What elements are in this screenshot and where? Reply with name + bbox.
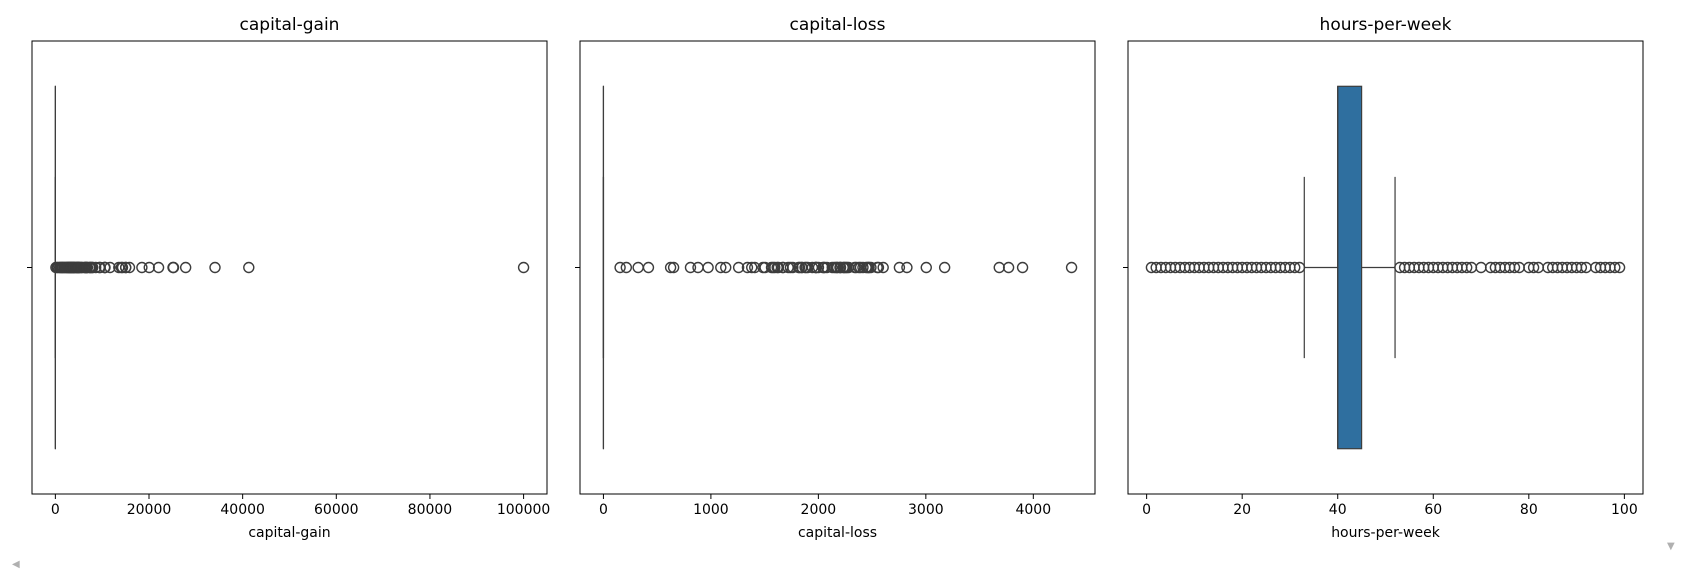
x-axis-label: capital-loss: [798, 525, 877, 541]
outlier-point: [632, 261, 644, 274]
outlier-point: [143, 261, 155, 274]
outlier-point: [901, 261, 913, 274]
outlier-point: [702, 261, 714, 274]
outlier-point: [517, 261, 530, 274]
x-tick-label: 0: [51, 502, 60, 518]
x-tick-label: 1000: [693, 502, 729, 518]
x-tick-label: 60: [1424, 502, 1442, 518]
outlier-point: [1289, 261, 1301, 274]
outlier-point: [732, 261, 745, 274]
outlier-point: [1002, 261, 1015, 274]
x-tick-label: 80000: [408, 502, 453, 518]
outlier-point: [938, 261, 951, 274]
outlier-point: [620, 261, 633, 274]
x-tick-label: 60000: [314, 502, 359, 518]
outlier-point: [614, 261, 626, 274]
chart-title: capital-loss: [789, 15, 885, 35]
outlier-point: [720, 261, 732, 274]
outlier-point: [741, 261, 754, 274]
outlier-point: [123, 261, 136, 274]
x-tick-label: 4000: [1015, 502, 1051, 518]
x-tick-label: 0: [599, 502, 608, 518]
outlier-point: [87, 261, 99, 274]
outlier-point: [1065, 261, 1078, 274]
outlier-point: [872, 261, 885, 274]
outlier-point: [116, 261, 129, 274]
x-tick-label: 3000: [908, 502, 944, 518]
outlier-point: [167, 261, 180, 274]
outlier-point: [1508, 261, 1521, 274]
scroll-down-icon[interactable]: ▼: [1667, 541, 1675, 552]
outlier-point: [715, 261, 727, 274]
chart-title: hours-per-week: [1320, 15, 1452, 35]
outlier-point: [1461, 261, 1473, 274]
chart-panel: 0 20000 40000 60000 80000 100000 capital-gain c…: [27, 15, 550, 541]
outlier-point: [104, 261, 116, 274]
chart-title: capital-gain: [240, 15, 340, 35]
outlier-point: [746, 261, 758, 274]
x-tick-label: 2000: [801, 502, 837, 518]
outlier-point: [857, 261, 869, 274]
x-tick-label: 40: [1329, 502, 1347, 518]
outlier-point: [667, 261, 680, 274]
outlier-point: [692, 261, 704, 274]
outlier-point: [920, 261, 932, 274]
x-axis-label: hours-per-week: [1331, 525, 1441, 541]
outlier-point: [136, 261, 148, 274]
outlier-point: [1527, 261, 1540, 274]
x-tick-label: 80: [1520, 502, 1538, 518]
outlier-point: [642, 261, 655, 274]
outlier-point: [1016, 261, 1029, 274]
outlier-point: [120, 261, 132, 274]
x-axis-label: capital-gain: [248, 525, 330, 541]
outlier-point: [664, 261, 677, 274]
outlier-point: [209, 261, 221, 274]
x-tick-label: 0: [1142, 502, 1151, 518]
chart-panel: 0 20 40 60 80 100 hours-per-week hours-per-week: [1123, 15, 1644, 541]
box: [1337, 85, 1363, 450]
outlier-point: [1609, 261, 1621, 274]
x-tick-label: 40000: [220, 502, 265, 518]
outlier-point: [865, 261, 877, 274]
outlier-point: [684, 261, 697, 274]
outlier-point: [1293, 261, 1306, 274]
outlier-point: [1475, 261, 1487, 274]
outlier-point: [99, 261, 111, 274]
outlier-point: [812, 261, 825, 274]
x-tick-label: 20000: [127, 502, 172, 518]
outlier-point: [152, 261, 165, 274]
outlier-point: [787, 261, 799, 274]
x-tick-label: 100: [1611, 502, 1638, 518]
x-tick-label: 20: [1233, 502, 1251, 518]
outlier-point: [877, 261, 889, 274]
scroll-left-icon[interactable]: ◀: [12, 559, 20, 570]
outlier-point: [1613, 261, 1626, 274]
chart-panel: 0 1000 2000 3000 4000 capital-loss capital-los…: [575, 15, 1096, 541]
outlier-point: [243, 261, 255, 274]
outlier-point: [179, 261, 192, 274]
outlier-point: [993, 261, 1005, 274]
outlier-point: [893, 261, 906, 274]
outlier-point: [1575, 261, 1588, 274]
x-tick-label: 100000: [497, 502, 550, 518]
